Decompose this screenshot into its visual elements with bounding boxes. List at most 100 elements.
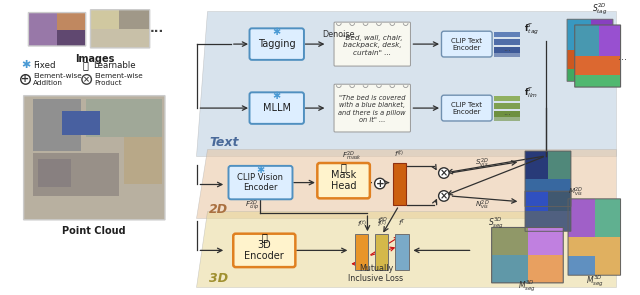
Bar <box>567 19 613 81</box>
Text: $f^{(t)}$: $f^{(t)}$ <box>377 218 387 230</box>
Bar <box>492 227 528 255</box>
Bar <box>525 151 571 206</box>
Bar <box>567 19 591 50</box>
Text: $N^{2D}_{vis}$: $N^{2D}_{vis}$ <box>475 199 490 212</box>
Bar <box>493 96 520 101</box>
Bar <box>28 13 57 46</box>
Bar <box>24 96 165 220</box>
Bar <box>568 199 621 275</box>
Text: Images: Images <box>76 54 115 64</box>
Bar <box>90 10 150 48</box>
Text: $M^{2D}_{vis}$: $M^{2D}_{vis}$ <box>568 186 584 199</box>
Text: Element-wise
Product: Element-wise Product <box>94 73 143 86</box>
Text: $S^{2D}_{vis}$: $S^{2D}_{vis}$ <box>475 157 489 170</box>
Bar <box>492 255 528 283</box>
Text: ×: × <box>440 191 448 201</box>
Text: ...: ... <box>150 22 164 35</box>
Text: "Bed, wall, chair,
backpack, desk,
curtain" ...: "Bed, wall, chair, backpack, desk, curta… <box>342 35 403 55</box>
Bar <box>119 10 150 48</box>
Bar <box>525 151 571 206</box>
Text: $f^T$: $f^T$ <box>397 218 406 230</box>
Circle shape <box>82 75 92 84</box>
Text: $\mathbf{f}^T_{llm}$: $\mathbf{f}^T_{llm}$ <box>524 85 538 100</box>
Text: $f^{3D}$: $f^{3D}$ <box>377 216 388 227</box>
Text: ×: × <box>440 168 448 178</box>
Text: +: + <box>376 178 384 189</box>
Bar <box>24 96 165 220</box>
Bar <box>28 13 86 46</box>
Text: Text: Text <box>209 136 239 149</box>
Text: ✱: ✱ <box>257 165 264 175</box>
Text: +: + <box>22 74 29 84</box>
Polygon shape <box>196 211 616 287</box>
Text: Tagging: Tagging <box>258 39 296 49</box>
Bar <box>525 191 571 231</box>
Bar <box>28 30 86 46</box>
Polygon shape <box>196 149 616 218</box>
Bar <box>62 111 100 135</box>
Bar <box>493 103 520 109</box>
FancyBboxPatch shape <box>250 28 304 60</box>
Text: Denoise: Denoise <box>323 30 355 39</box>
Bar <box>568 199 595 237</box>
Text: 🔥: 🔥 <box>83 60 88 70</box>
Bar <box>567 19 613 81</box>
Bar <box>525 191 548 211</box>
Bar <box>595 199 621 237</box>
Bar <box>90 29 150 48</box>
Bar <box>124 137 162 184</box>
Text: $M^{3D}_{seg}$: $M^{3D}_{seg}$ <box>518 279 536 294</box>
Text: 3D
Encoder: 3D Encoder <box>244 240 284 261</box>
Bar <box>86 99 162 137</box>
Text: Mutually
Inclusive Loss: Mutually Inclusive Loss <box>349 264 404 283</box>
Text: ...: ... <box>618 53 627 63</box>
Polygon shape <box>196 11 616 156</box>
Text: $\mathbf{f}^T_{tag}$: $\mathbf{f}^T_{tag}$ <box>524 21 540 37</box>
Text: ...: ... <box>503 108 511 117</box>
Bar <box>528 227 563 255</box>
Bar <box>38 159 72 187</box>
Bar <box>548 191 571 211</box>
Bar <box>28 13 86 30</box>
Bar <box>525 191 571 231</box>
Text: Fixed: Fixed <box>33 60 56 70</box>
FancyBboxPatch shape <box>250 92 304 124</box>
Text: CLIP Vision
Encoder: CLIP Vision Encoder <box>237 173 284 192</box>
Bar <box>493 116 520 122</box>
FancyBboxPatch shape <box>317 163 370 198</box>
Text: $f^{(t)}$: $f^{(t)}$ <box>394 148 404 159</box>
Text: ×: × <box>83 75 90 84</box>
Text: Point Cloud: Point Cloud <box>63 226 126 236</box>
Bar <box>493 47 520 53</box>
Bar <box>548 151 571 179</box>
Bar <box>493 111 520 117</box>
Bar <box>33 153 119 196</box>
Circle shape <box>438 191 449 201</box>
Bar <box>355 234 369 271</box>
FancyBboxPatch shape <box>334 84 410 132</box>
Circle shape <box>438 168 449 178</box>
Bar <box>33 99 81 151</box>
Text: "The bed is covered
with a blue blanket,
and there is a pillow
on it" ...: "The bed is covered with a blue blanket,… <box>339 95 406 123</box>
Bar <box>568 237 621 275</box>
Bar <box>393 163 406 204</box>
Bar <box>493 52 520 58</box>
Bar <box>575 25 621 87</box>
Bar <box>575 55 621 75</box>
FancyBboxPatch shape <box>334 22 410 66</box>
Bar <box>567 69 613 81</box>
Bar <box>90 10 119 29</box>
Text: Learnable: Learnable <box>93 60 136 70</box>
Text: 2D: 2D <box>209 203 228 216</box>
Text: Element-wise
Addition: Element-wise Addition <box>33 73 82 86</box>
Text: $S^{3D}_{seg}$: $S^{3D}_{seg}$ <box>488 216 504 231</box>
Bar <box>575 75 621 87</box>
Text: $S^{2D}_{tag}$: $S^{2D}_{tag}$ <box>592 2 607 17</box>
Bar <box>395 234 408 271</box>
Text: 🔥: 🔥 <box>340 162 346 172</box>
FancyBboxPatch shape <box>228 166 292 199</box>
Text: ✱: ✱ <box>21 60 30 70</box>
Bar <box>492 227 563 283</box>
Text: ✱: ✱ <box>273 91 281 101</box>
Bar <box>525 179 571 206</box>
